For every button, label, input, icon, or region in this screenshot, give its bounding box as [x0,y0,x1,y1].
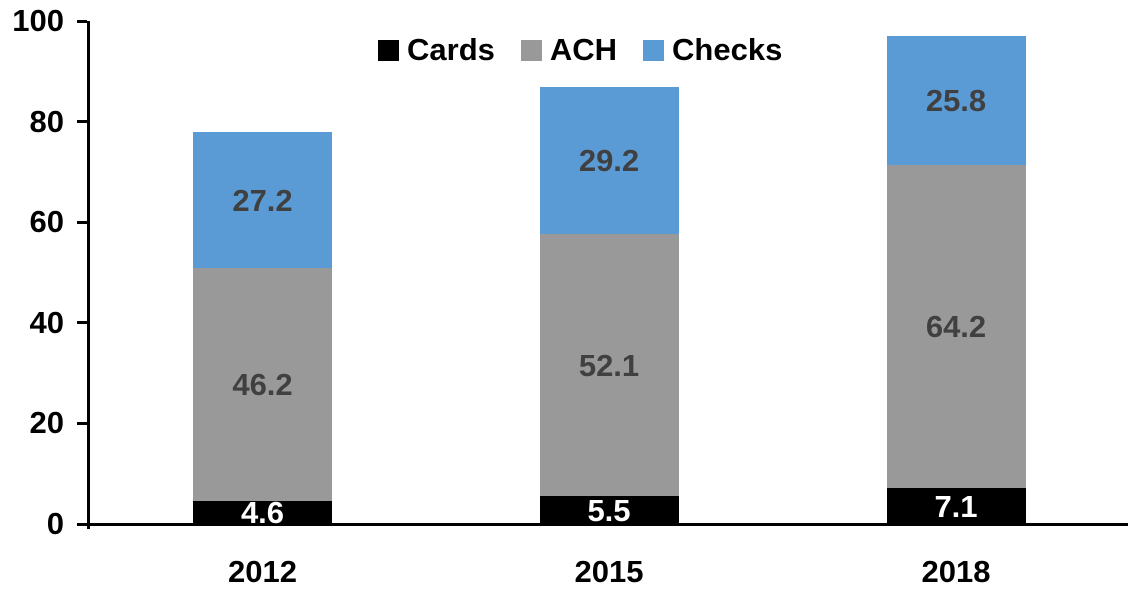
bar-value-label: 7.1 [934,488,978,524]
2018-cards-bar-segment: 7.1 [886,488,1026,524]
checks-legend-swatch [643,39,665,61]
y-tick-mark [77,220,87,224]
y-tick-mark [77,120,87,124]
2018-ach-bar-segment: 64.2 [886,165,1026,489]
y-tick-mark [77,421,87,425]
bar-value-label: 64.2 [925,309,987,345]
bar-value-label: 52.1 [578,347,640,383]
x-tick-label: 2015 [574,554,644,589]
ach-legend-swatch [520,39,542,61]
x-tick-label: 2012 [228,554,297,589]
y-tick-label: 20 [29,405,64,441]
y-tick-label: 60 [29,204,64,240]
y-axis-line [87,21,90,529]
bar-value-label: 5.5 [587,492,631,528]
y-tick-label: 100 [12,3,64,38]
cards-legend-label: Cards [407,32,495,67]
x-tick-label: 2018 [921,554,991,589]
y-tick-mark [77,19,87,23]
2012-ach-bar-segment: 46.2 [193,268,332,501]
bar-value-label: 29.2 [578,143,640,179]
legend-item-cards: Cards [378,33,495,67]
bar-value-label: 27.2 [232,182,293,218]
legend-item-ach: ACH [520,32,618,67]
2018-checks-bar-segment: 25.8 [886,35,1026,166]
bar-value-label: 4.6 [240,494,285,530]
legend-item-checks: Checks [643,33,782,67]
2012-cards-bar-segment: 4.6 [193,497,332,528]
bar-value-label: 25.8 [925,82,987,118]
cards-legend-swatch [378,39,399,61]
y-tick-mark [77,522,87,526]
bar-value-label: 46.2 [232,367,293,403]
2015-cards-bar-segment: 5.5 [539,492,679,528]
x-axis-line [87,523,1128,526]
ach-legend-label: ACH [549,32,618,67]
y-tick-label: 40 [29,304,64,340]
y-tick-label: 0 [46,506,64,541]
chart-legend: Cards ACH Checks [378,33,782,67]
2012-checks-bar-segment: 27.2 [193,131,332,269]
2015-checks-bar-segment: 29.2 [539,87,679,235]
2015-ach-bar-segment: 52.1 [539,234,679,497]
checks-legend-label: Checks [672,32,783,67]
y-tick-mark [77,321,87,325]
y-tick-label: 80 [29,103,64,139]
